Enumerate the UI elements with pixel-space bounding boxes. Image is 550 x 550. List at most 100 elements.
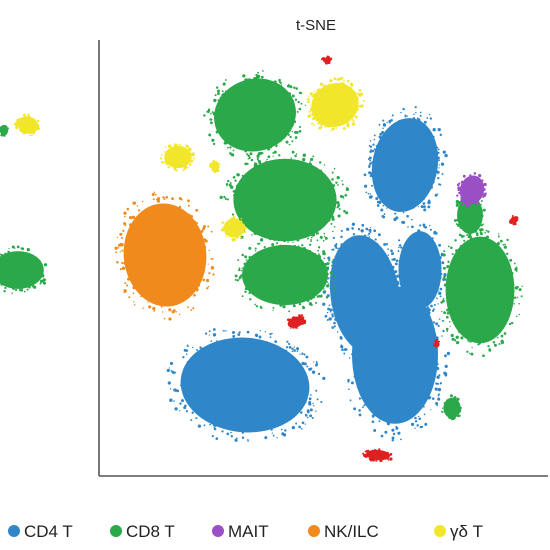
cell-point [369,174,373,178]
cell-point [312,155,315,158]
cell-point [493,243,497,246]
cell-point [398,261,402,264]
cell-point [450,246,453,250]
cell-point [493,343,497,347]
cell-point [304,413,308,417]
cell-point [11,245,15,249]
cell-point [406,308,408,310]
cell-point [369,231,372,233]
cell-point [443,371,447,375]
cell-point [354,115,358,119]
cell-point [431,180,435,184]
cell-point [320,400,323,404]
cell-point [131,225,135,228]
cell-point [432,321,435,324]
cell-point [291,94,295,98]
cell-point [327,210,331,215]
cell-point [322,57,325,60]
cell-point [352,233,356,236]
cell-point [371,149,375,153]
cell-point [248,292,251,295]
cell-point [342,82,345,85]
cell-point [309,408,313,412]
cell-point [467,339,469,342]
cell-point [139,292,142,295]
cell-point [199,236,201,238]
cell-point [343,209,346,213]
cell-point [238,210,242,214]
cell-point [30,134,33,137]
cell-point [319,294,323,298]
cell-point [179,143,182,146]
cell-point [317,121,320,125]
cell-point [289,300,292,303]
cell-point [431,397,435,400]
cell-point [237,236,239,239]
cell-point [208,249,210,252]
cell-point [492,330,496,333]
cell-point [237,218,239,221]
cell-point [322,178,325,181]
cell-point [376,243,379,246]
cell-point [333,287,335,290]
cell-point [437,397,441,401]
cell-point [419,111,422,114]
cell-point [248,256,251,259]
cell-point [362,406,364,409]
cell-point [328,304,331,307]
cell-point [470,201,473,204]
cell-point [4,286,7,290]
cell-point [503,245,507,249]
cell-point [4,252,6,254]
cell-point [319,126,322,129]
cell-point [163,301,166,304]
cd8-t-cluster-core [0,124,9,136]
cell-point [213,98,217,103]
cell-point [265,160,268,164]
cell-point [165,299,168,303]
cell-point [232,424,235,428]
cell-point [387,414,390,418]
legend-label: CD4 T [24,522,73,541]
cell-point [225,330,227,332]
cell-point [511,321,514,325]
cell-point [427,379,432,383]
cell-point [296,350,299,352]
cell-point [469,174,472,177]
cell-point [244,176,246,178]
cell-point [167,302,170,304]
cell-point [308,249,312,253]
cell-point [178,313,181,316]
cell-point [518,313,520,316]
cell-point [377,233,381,237]
cell-point [434,193,438,197]
cell-point [429,331,433,335]
cell-point [464,243,468,247]
cell-point [391,252,394,256]
cell-point [434,144,436,146]
cell-point [218,101,221,105]
cell-point [386,207,388,209]
cell-point [340,229,343,232]
cell-point [179,402,182,405]
cell-point [184,295,186,298]
cell-point [257,71,260,74]
legend-item-nk-ilc: NK/ILC [308,522,379,541]
cell-point [411,225,414,229]
cell-point [320,120,323,123]
cell-point [306,410,310,414]
cell-point [315,119,318,122]
cell-point [273,424,276,427]
cell-point [425,390,428,394]
cell-point [481,214,484,218]
cell-point [23,133,26,135]
cell-point [361,288,364,291]
cell-point [294,130,297,134]
cell-point [446,299,450,304]
cell-point [488,348,492,352]
cell-point [391,274,394,277]
cell-point [280,137,283,140]
minor-cluster [286,314,307,329]
cell-point [135,223,139,227]
cell-point [429,117,432,120]
